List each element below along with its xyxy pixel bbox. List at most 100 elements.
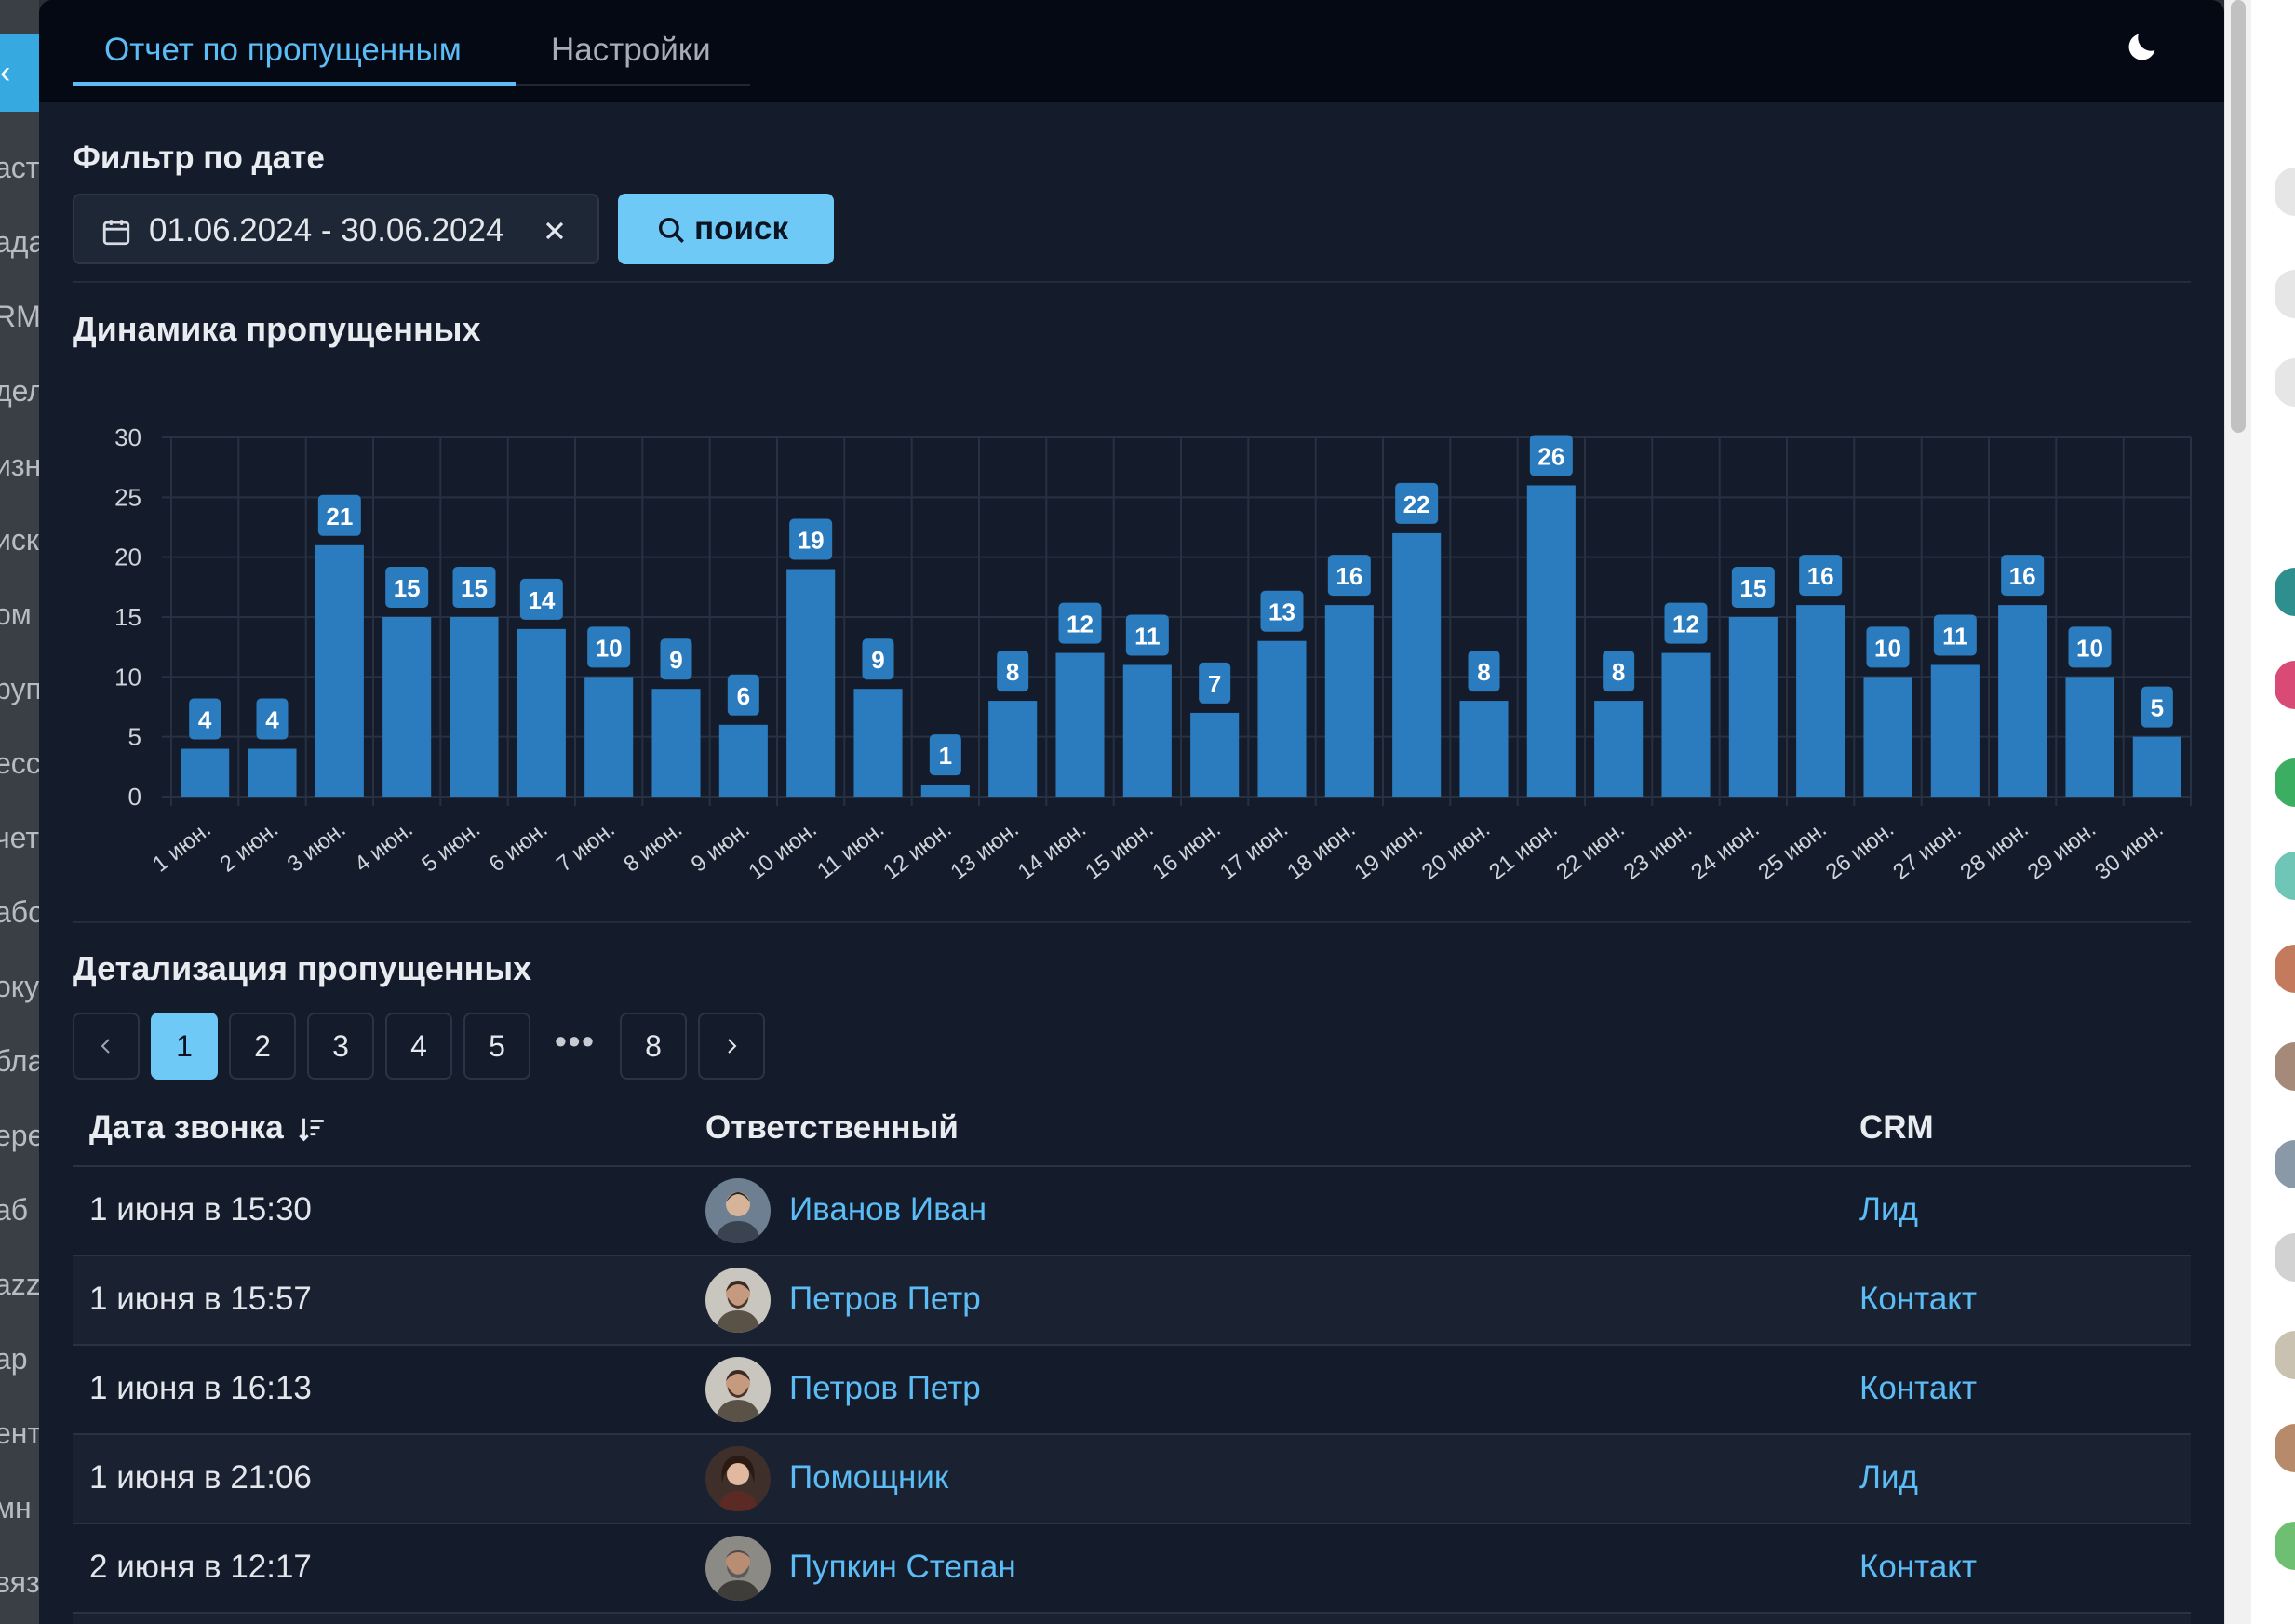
date-range-picker[interactable]: 01.06.2024 - 30.06.2024 — [73, 194, 599, 264]
crm-link[interactable]: Контакт — [1859, 1281, 1978, 1317]
data-label-box — [929, 734, 961, 776]
data-label: 11 — [1134, 622, 1161, 650]
background-avatar — [2275, 358, 2295, 407]
page-button-4[interactable]: 4 — [385, 1013, 452, 1080]
table-header: Дата звонка Ответственный CRM — [73, 1094, 2191, 1167]
data-label-box — [1799, 555, 1843, 597]
data-label-box — [1933, 614, 1977, 656]
x-tick-label: 8 июн. — [619, 816, 687, 877]
avatar — [705, 1357, 771, 1422]
search-button-label: поиск — [694, 210, 789, 247]
background-avatar — [2275, 661, 2295, 709]
chevron-right-icon — [728, 1039, 737, 1054]
data-label-box — [189, 698, 221, 740]
x-tick-label: 15 июн. — [1080, 816, 1158, 884]
pagination-ellipsis[interactable]: ••• — [555, 1022, 596, 1060]
background-menu-item: чет — [0, 821, 39, 854]
page-scroll-thumb[interactable] — [2231, 0, 2246, 433]
prev-page-button[interactable] — [73, 1013, 140, 1080]
y-tick-label: 5 — [128, 723, 141, 751]
data-label: 22 — [1403, 490, 1430, 518]
data-label-box — [660, 638, 692, 680]
details-title: Детализация пропущенных — [73, 949, 532, 987]
x-tick-label: 2 июн. — [215, 816, 283, 877]
background-avatar — [2275, 270, 2295, 318]
call-date: 1 июня в 16:13 — [89, 1370, 312, 1406]
data-label: 16 — [1807, 562, 1834, 590]
background-menu-item: вяз — [0, 1565, 39, 1599]
call-date: 1 июня в 21:06 — [89, 1459, 312, 1496]
data-label: 9 — [871, 646, 884, 674]
table-row — [73, 1614, 2191, 1624]
chart-bar — [988, 701, 1038, 797]
x-tick-label: 12 июн. — [879, 816, 956, 884]
x-tick-label: 7 июн. — [552, 816, 620, 877]
data-label: 16 — [2009, 562, 2036, 590]
responsible-link[interactable]: Иванов Иван — [789, 1191, 987, 1228]
x-tick-label: 4 июн. — [350, 816, 418, 877]
data-label-box — [452, 567, 496, 608]
responsible-link[interactable]: Пупкин Степан — [789, 1549, 1016, 1585]
page-scrollbar[interactable] — [2224, 0, 2251, 1624]
data-label: 6 — [737, 682, 750, 710]
responsible-link[interactable]: Петров Петр — [789, 1370, 981, 1406]
data-label-box — [1327, 555, 1371, 597]
sort-icon[interactable] — [296, 1113, 328, 1149]
chevron-left-icon: ‹ — [0, 55, 11, 90]
chart-bar — [786, 569, 836, 797]
chart-bar — [1661, 652, 1711, 797]
data-label-box — [727, 674, 759, 716]
clear-icon[interactable] — [540, 216, 570, 250]
x-tick-label: 17 июн. — [1215, 816, 1293, 884]
crm-link[interactable]: Лид — [1859, 1191, 1918, 1228]
chart-bar — [853, 689, 903, 797]
active-tab-indicator — [73, 82, 516, 86]
sidebar-collapse-button[interactable]: ‹ — [0, 34, 39, 112]
x-tick-label: 24 июн. — [1686, 816, 1764, 884]
data-label: 21 — [326, 503, 353, 530]
data-label-box — [1866, 626, 1910, 668]
background-menu-item: изн — [0, 449, 39, 482]
crm-link[interactable]: Контакт — [1859, 1549, 1978, 1585]
chart-bar — [584, 677, 634, 797]
data-label-box — [2068, 626, 2112, 668]
moon-icon[interactable] — [2124, 28, 2168, 73]
page-button-last[interactable]: 8 — [620, 1013, 687, 1080]
background-menu-item: дел — [0, 374, 39, 408]
background-menu-item: есс — [0, 746, 39, 780]
page-button-3[interactable]: 3 — [307, 1013, 374, 1080]
calendar-icon — [101, 216, 132, 252]
x-tick-label: 25 июн. — [1753, 816, 1831, 884]
data-label: 8 — [1006, 658, 1019, 686]
data-label-box — [1395, 482, 1439, 524]
x-tick-label: 3 июн. — [283, 816, 351, 877]
next-page-button[interactable] — [698, 1013, 765, 1080]
data-label-box — [385, 567, 429, 608]
chart-bar — [1930, 664, 1980, 797]
chart-bar — [517, 628, 566, 797]
data-label-box — [2141, 686, 2173, 728]
column-header-date[interactable]: Дата звонка — [89, 1109, 284, 1146]
avatar — [705, 1178, 771, 1243]
crm-link[interactable]: Контакт — [1859, 1370, 1978, 1406]
data-label: 8 — [1477, 658, 1490, 686]
y-tick-label: 0 — [128, 783, 141, 811]
data-label: 26 — [1537, 442, 1564, 470]
responsible-link[interactable]: Петров Петр — [789, 1281, 981, 1317]
search-button[interactable]: поиск — [618, 194, 834, 264]
data-label: 5 — [2151, 694, 2164, 722]
data-label-box — [1731, 567, 1775, 608]
page-button-2[interactable]: 2 — [229, 1013, 296, 1080]
modal-header: Отчет по пропущенным Настройки — [39, 0, 2224, 102]
page-button-1[interactable]: 1 — [151, 1013, 218, 1080]
page-button-5[interactable]: 5 — [463, 1013, 530, 1080]
tab-settings[interactable]: Настройки — [551, 32, 711, 68]
chart-bar — [1526, 485, 1576, 797]
data-label-box — [587, 626, 631, 668]
data-label: 12 — [1672, 611, 1699, 638]
y-tick-label: 30 — [114, 423, 141, 451]
data-label: 16 — [1335, 562, 1362, 590]
tab-missed-report[interactable]: Отчет по пропущенным — [104, 32, 462, 68]
responsible-link[interactable]: Помощник — [789, 1459, 949, 1496]
crm-link[interactable]: Лид — [1859, 1459, 1918, 1496]
